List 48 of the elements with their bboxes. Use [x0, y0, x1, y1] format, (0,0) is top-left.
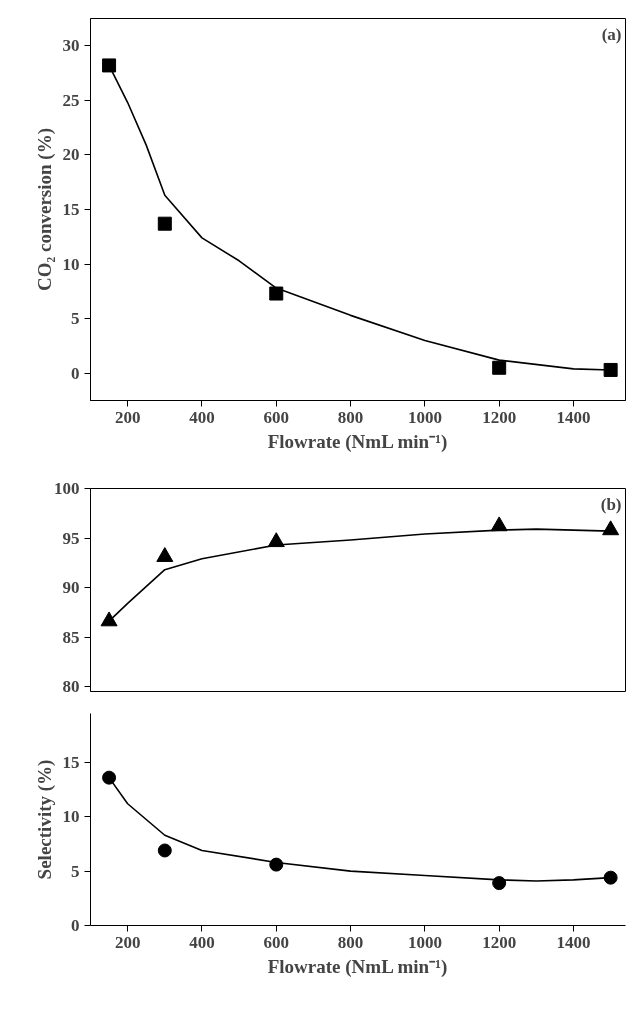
y-tick-label: 0: [71, 916, 80, 935]
x-tick-label: 200: [114, 407, 141, 427]
annotation: (b): [600, 494, 622, 514]
point: [492, 876, 507, 891]
x-axis-title: Flowrate (NmL min⁻¹): [267, 955, 448, 978]
point: [100, 611, 118, 627]
x-tick-label: 600: [263, 932, 290, 952]
annotation: (a): [601, 24, 622, 44]
x-tick-label: 1000: [407, 407, 442, 427]
y-tick-label: 5: [71, 309, 80, 329]
y-tick-label: 10: [62, 254, 80, 274]
point: [602, 520, 620, 536]
y-tick-label: 85: [62, 627, 80, 647]
y-tick-label: 100: [54, 479, 80, 498]
y-tick-label: 5: [71, 861, 80, 881]
point: [269, 286, 284, 301]
y-tick-label: 80: [62, 677, 80, 697]
point: [157, 843, 172, 858]
x-tick-label: 1000: [407, 932, 442, 952]
point: [603, 362, 618, 377]
x-tick-label: 1400: [556, 407, 591, 427]
x-tick-label: 1400: [556, 932, 591, 952]
y-tick-label: 15: [62, 200, 80, 219]
point: [102, 58, 117, 73]
x-axis-title: Flowrate (NmL min⁻¹): [267, 430, 448, 453]
point: [156, 547, 174, 562]
x-tick-label: 1200: [482, 407, 517, 427]
y-axis-title: CO₂ conversion (%): [33, 128, 56, 291]
x-tick-label: 200: [114, 932, 141, 952]
y-tick-label: 30: [62, 36, 80, 56]
y-axis-title: Selectivity (%): [33, 759, 56, 880]
x-tick-label: 600: [263, 407, 290, 427]
y-tick-label: 10: [62, 807, 80, 827]
y-tick-label: 20: [62, 145, 80, 165]
y-tick-label: 0: [71, 363, 80, 383]
y-tick-label: 25: [62, 90, 80, 110]
y-tick-label: 95: [62, 528, 80, 548]
point: [102, 770, 117, 785]
x-tick-label: 400: [189, 932, 215, 952]
y-tick-label: 15: [62, 752, 80, 772]
x-tick-label: 400: [189, 407, 215, 427]
point: [157, 216, 172, 231]
y-tick-label: 90: [62, 578, 80, 598]
x-tick-label: 1200: [482, 932, 517, 952]
x-tick-label: 800: [337, 407, 364, 427]
point: [603, 870, 618, 885]
x-tick-label: 800: [337, 932, 364, 952]
point: [492, 360, 507, 375]
